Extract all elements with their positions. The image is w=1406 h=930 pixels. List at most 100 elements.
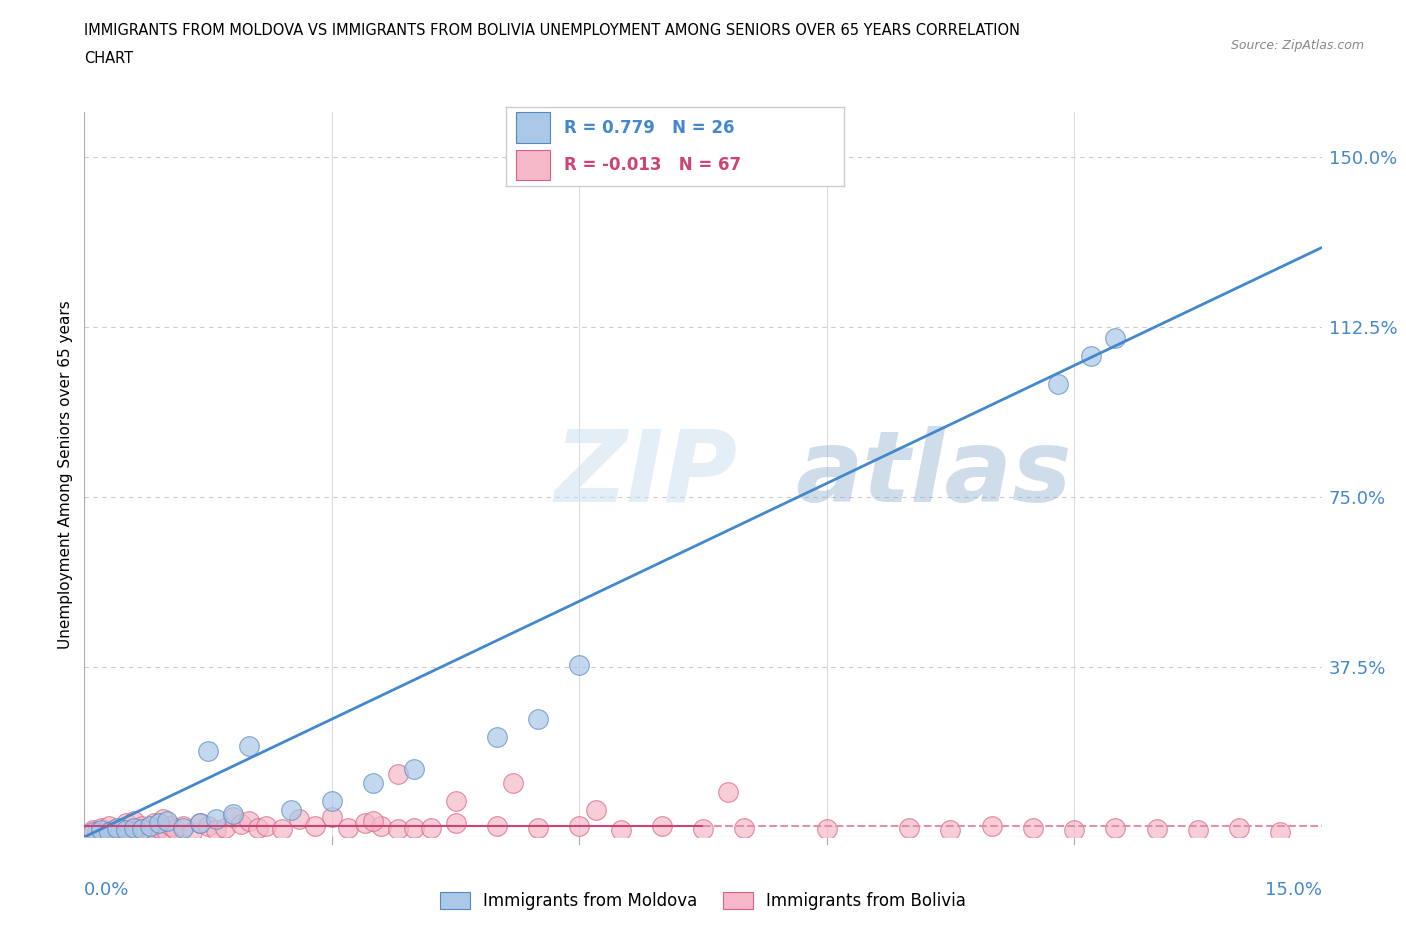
Text: 0.0%: 0.0% (84, 881, 129, 898)
Point (1227, 820, 1250, 835)
Point (692, 821, 714, 836)
Text: R = -0.013   N = 67: R = -0.013 N = 67 (564, 156, 741, 175)
Point (1080, 349, 1102, 364)
Point (485, 730, 508, 745)
Legend: Immigrants from Moldova, Immigrants from Bolivia: Immigrants from Moldova, Immigrants from… (433, 885, 973, 917)
FancyBboxPatch shape (516, 113, 550, 142)
Point (444, 816, 467, 830)
Point (370, 818, 392, 833)
Point (585, 803, 607, 817)
Point (86, 825, 108, 840)
Text: Source: ZipAtlas.com: Source: ZipAtlas.com (1230, 39, 1364, 52)
Point (733, 820, 755, 835)
Point (353, 816, 375, 830)
Point (419, 820, 441, 835)
Point (321, 793, 343, 808)
Point (197, 743, 219, 758)
Point (1146, 821, 1168, 836)
Point (337, 820, 360, 835)
Point (717, 784, 740, 799)
Point (246, 820, 269, 835)
Point (271, 821, 294, 836)
Point (1046, 377, 1069, 392)
Point (139, 823, 162, 838)
Point (172, 818, 194, 833)
Point (229, 817, 252, 831)
Point (815, 821, 838, 836)
Point (118, 824, 141, 839)
Point (321, 809, 343, 824)
Point (131, 818, 153, 833)
Point (222, 809, 245, 824)
Text: 15.0%: 15.0% (1264, 881, 1322, 898)
Point (568, 658, 591, 672)
Y-axis label: Unemployment Among Seniors over 65 years: Unemployment Among Seniors over 65 years (58, 300, 73, 649)
Point (135, 825, 157, 840)
Point (304, 818, 326, 833)
Point (527, 820, 550, 835)
Point (114, 816, 136, 830)
Point (197, 818, 219, 833)
Point (156, 824, 179, 839)
Text: IMMIGRANTS FROM MOLDOVA VS IMMIGRANTS FROM BOLIVIA UNEMPLOYMENT AMONG SENIORS OV: IMMIGRANTS FROM MOLDOVA VS IMMIGRANTS FR… (84, 23, 1021, 38)
Point (280, 803, 302, 817)
Point (387, 821, 409, 836)
Point (160, 818, 183, 833)
Point (98, 825, 121, 840)
Point (288, 811, 311, 827)
Point (485, 818, 508, 833)
Point (98, 818, 121, 833)
Point (651, 818, 673, 833)
Point (148, 820, 170, 835)
Point (188, 816, 211, 830)
Point (180, 824, 202, 839)
Point (1104, 820, 1126, 835)
Point (1022, 820, 1045, 835)
Point (148, 816, 170, 830)
Point (238, 738, 260, 753)
Point (898, 820, 921, 835)
Point (568, 818, 591, 833)
Point (404, 820, 426, 835)
Point (172, 820, 194, 835)
Point (82, 825, 104, 840)
Point (156, 814, 179, 829)
Point (1104, 331, 1126, 346)
Point (387, 766, 409, 781)
Point (127, 821, 149, 836)
Text: ZIP: ZIP (554, 426, 738, 523)
Point (131, 821, 153, 836)
Point (114, 823, 136, 838)
Point (222, 807, 245, 822)
Point (103, 823, 125, 838)
Point (214, 820, 236, 835)
Text: CHART: CHART (84, 51, 134, 66)
Point (90, 820, 112, 835)
Point (1270, 824, 1292, 839)
Point (527, 711, 550, 726)
Point (254, 818, 277, 833)
Point (238, 814, 260, 829)
Point (139, 818, 162, 833)
Point (188, 816, 211, 830)
Point (105, 825, 128, 840)
Point (444, 793, 467, 808)
Point (105, 820, 128, 835)
Point (152, 811, 174, 827)
Point (609, 823, 631, 838)
Point (122, 820, 145, 835)
Text: atlas: atlas (796, 426, 1073, 523)
Point (110, 820, 132, 835)
Point (980, 818, 1002, 833)
Text: R = 0.779   N = 26: R = 0.779 N = 26 (564, 118, 734, 137)
Point (94, 824, 117, 839)
Point (90, 823, 112, 838)
Point (143, 816, 166, 830)
Point (1187, 823, 1209, 838)
Point (205, 811, 228, 827)
Point (939, 823, 962, 838)
Point (502, 776, 524, 790)
Point (1063, 823, 1085, 838)
Point (205, 823, 228, 838)
Point (122, 814, 145, 829)
